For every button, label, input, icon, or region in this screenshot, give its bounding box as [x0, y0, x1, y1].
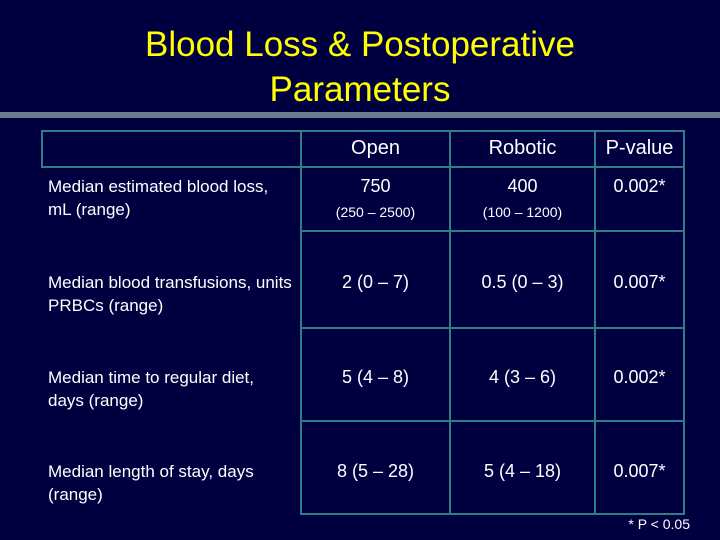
open-range: (250 – 2500) [335, 204, 416, 220]
footnote: * P < 0.05 [628, 516, 690, 532]
robotic-value: 4 (3 – 6) [488, 367, 557, 387]
robotic-value: 400 [507, 176, 538, 196]
robotic-value: 0.5 (0 – 3) [481, 272, 564, 292]
grid-line [300, 513, 685, 515]
p-value: 0.007* [613, 272, 666, 292]
grid-line [300, 130, 302, 515]
grid-line [594, 130, 596, 515]
p-value: 0.002* [613, 367, 666, 387]
title-divider [0, 112, 720, 118]
row-label-blood-loss: Median estimated blood loss, mL (range) [48, 177, 269, 219]
p-value: 0.002* [613, 176, 666, 196]
grid-line [449, 130, 451, 515]
grid-line [300, 420, 685, 422]
grid-line [683, 130, 685, 515]
title-line-2: Parameters [269, 70, 451, 109]
open-value: 8 (5 – 28) [336, 461, 415, 481]
grid-line [41, 166, 685, 168]
open-value: 5 (4 – 8) [341, 367, 410, 387]
row-label-length-of-stay: Median length of stay, days (range) [48, 462, 254, 504]
slide-title: Blood Loss & Postoperative Parameters [60, 22, 660, 112]
robotic-range: (100 – 1200) [482, 204, 563, 220]
robotic-value: 5 (4 – 18) [483, 461, 562, 481]
p-value: 0.007* [613, 461, 666, 481]
column-header-open: Open [351, 137, 400, 159]
grid-line [300, 327, 685, 329]
title-line-1: Blood Loss & Postoperative [145, 25, 575, 64]
open-value: 750 [360, 176, 391, 196]
row-label-regular-diet: Median time to regular diet, days (range… [48, 368, 254, 410]
column-header-robotic: Robotic [488, 137, 557, 159]
column-header-p-value: P-value [605, 137, 674, 159]
row-label-transfusions: Median blood transfusions, units PRBCs (… [48, 273, 292, 315]
grid-line [41, 130, 685, 132]
open-value: 2 (0 – 7) [341, 272, 410, 292]
grid-line [41, 130, 43, 168]
grid-line [300, 230, 685, 232]
